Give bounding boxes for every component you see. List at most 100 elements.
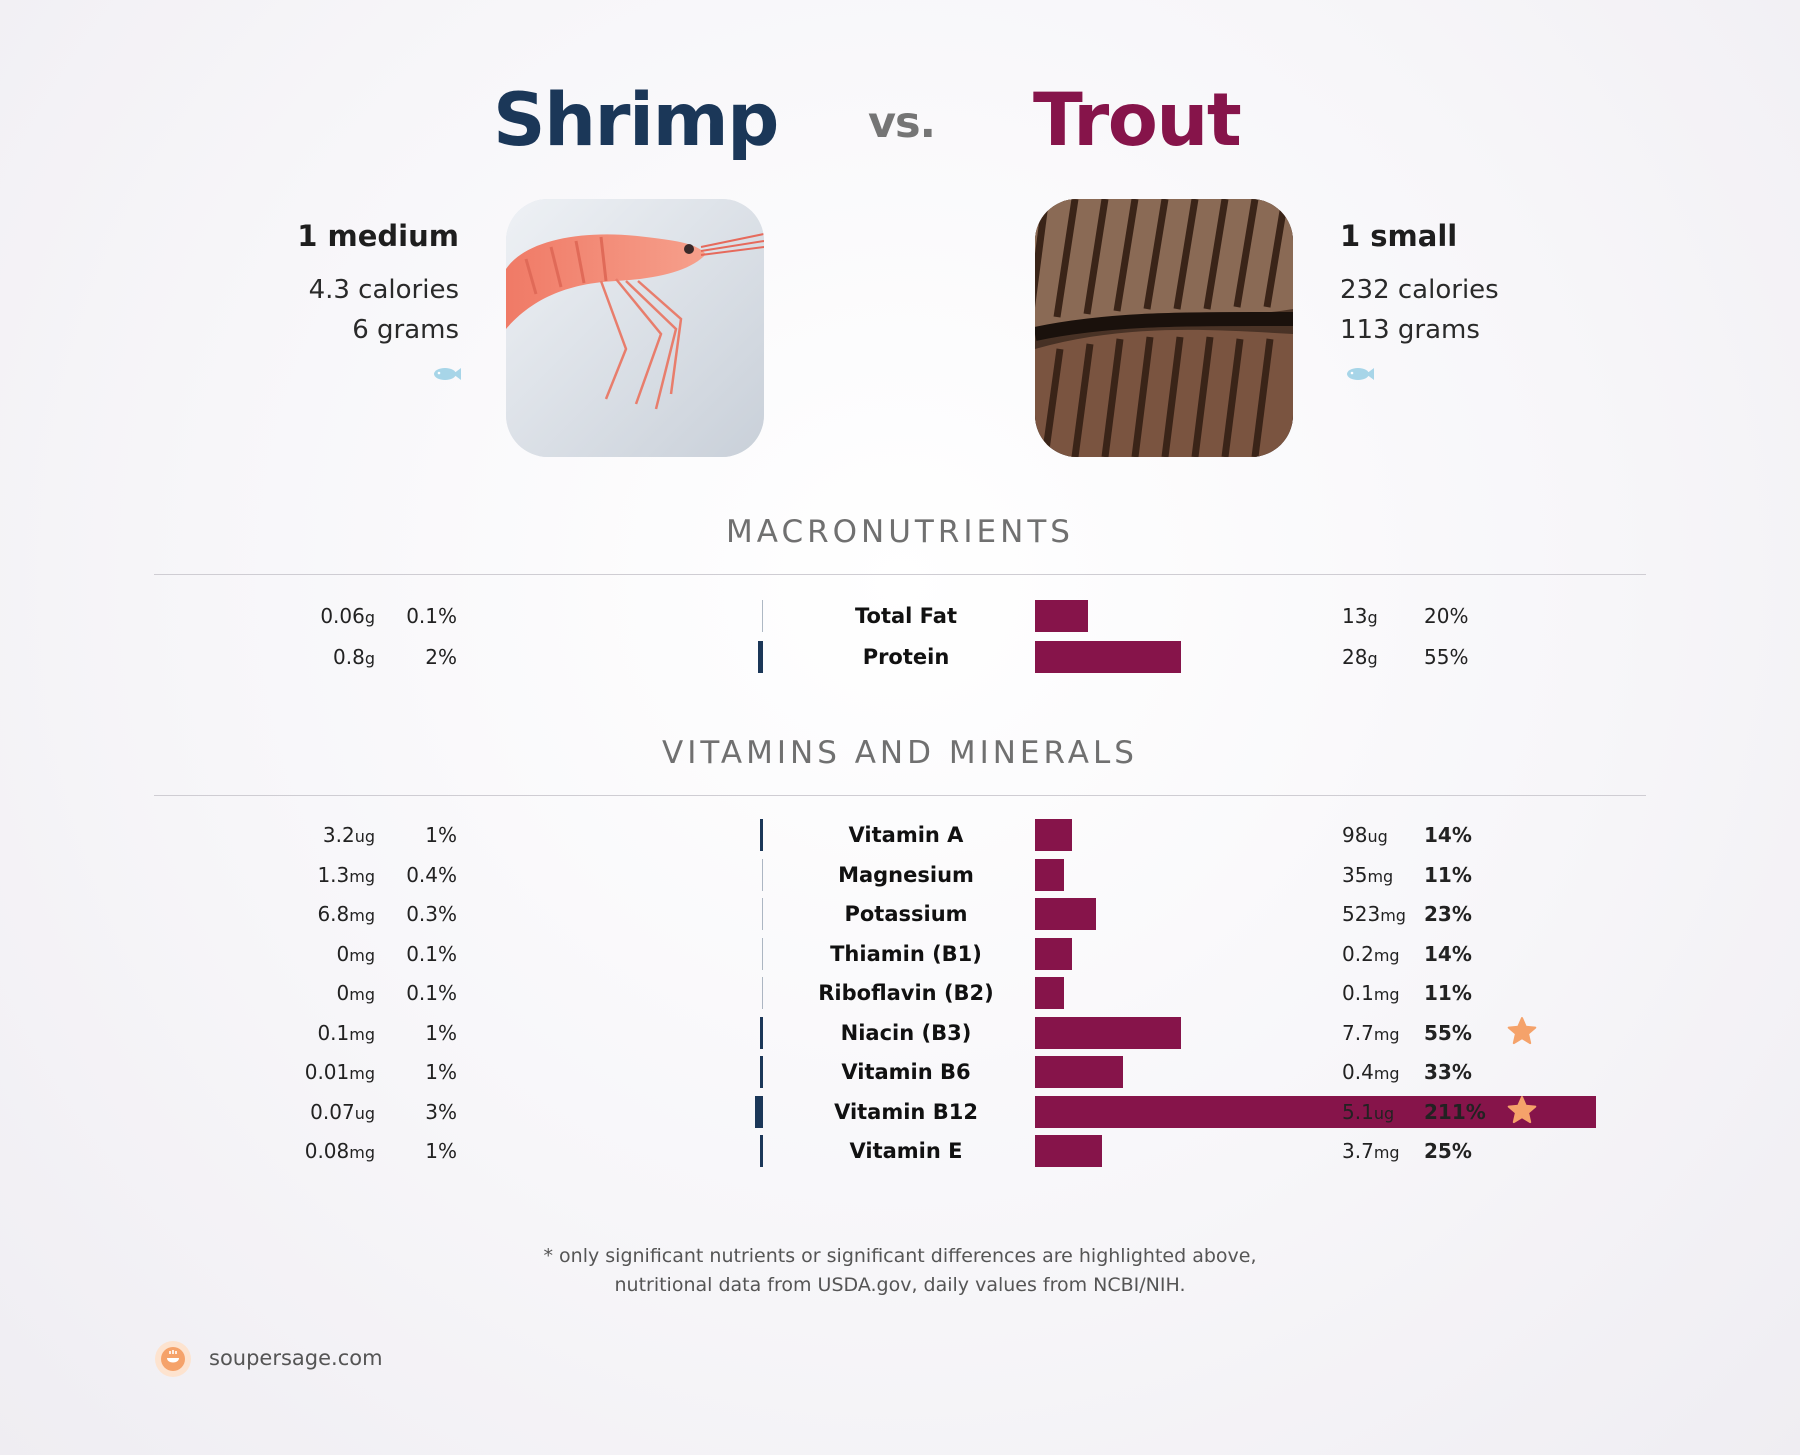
section-vitamins-minerals: VITAMINS AND MINERALS <box>662 735 1138 771</box>
left-bar <box>757 641 763 673</box>
amount-value: 5.1 <box>1342 1099 1374 1124</box>
nutrient-label: Vitamin E <box>849 1139 963 1163</box>
divider <box>154 795 1646 796</box>
right-amount: 523mg <box>1342 899 1406 931</box>
right-bar <box>1035 977 1065 1009</box>
left-amount: 0.06g <box>250 601 375 633</box>
amount-unit: mg <box>1373 1143 1400 1162</box>
amount-value: 0.06 <box>320 604 365 628</box>
amount-value: 0.2 <box>1342 941 1374 966</box>
amount-unit: mg <box>349 1064 375 1083</box>
left-bar <box>760 819 763 851</box>
right-calories: 232 calories <box>1340 275 1499 305</box>
nutrient-label: Vitamin B6 <box>841 1060 971 1084</box>
fish-icon <box>1347 368 1374 380</box>
amount-unit: mg <box>349 1024 375 1044</box>
right-amount: 35mg <box>1342 860 1393 892</box>
nutrient-label: Thiamin (B1) <box>830 941 982 966</box>
amount-value: 0.01 <box>304 1060 350 1084</box>
amount-value: 523 <box>1342 902 1381 926</box>
right-serving: 1 small <box>1340 219 1458 253</box>
divider <box>154 574 1646 575</box>
amount-value: 0.07 <box>310 1099 355 1124</box>
vs-label: vs. <box>868 98 936 148</box>
amount-value: 0 <box>336 981 350 1005</box>
nutrient-label: Magnesium <box>838 862 974 887</box>
right-amount: 98ug <box>1342 820 1388 852</box>
nutrient-label: Vitamin A <box>848 823 964 847</box>
left-percent: 3% <box>425 1099 457 1124</box>
left-calories: 4.3 calories <box>308 275 459 305</box>
right-bar <box>1035 819 1073 851</box>
left-percent: 0.1% <box>406 604 457 628</box>
left-percent: 0.4% <box>406 862 457 887</box>
left-percent: 0.1% <box>406 981 457 1005</box>
amount-value: 28 <box>1342 645 1368 669</box>
food-left-title: Shrimp <box>493 78 779 163</box>
left-amount: 1.3mg <box>250 860 375 892</box>
right-amount: 0.1mg <box>1342 978 1400 1010</box>
left-amount: 0mg <box>250 978 375 1010</box>
left-bar <box>760 1056 763 1088</box>
soupersage-logo-icon <box>155 1341 191 1377</box>
right-percent: 11% <box>1424 862 1472 887</box>
amount-unit: g <box>1367 608 1378 627</box>
left-serving: 1 medium <box>297 219 459 253</box>
amount-value: 0.08 <box>304 1139 350 1163</box>
right-bar <box>1035 641 1182 673</box>
amount-unit: mg <box>349 866 375 886</box>
amount-value: 3.2 <box>322 823 355 847</box>
right-percent: 14% <box>1424 941 1472 966</box>
right-percent: 14% <box>1424 823 1472 847</box>
right-amount: 28g <box>1342 642 1378 674</box>
amount-value: 7.7 <box>1342 1020 1374 1045</box>
amount-value: 98 <box>1342 823 1368 847</box>
right-percent: 33% <box>1424 1060 1472 1084</box>
left-bar <box>761 600 763 632</box>
left-percent: 0.3% <box>406 902 457 926</box>
right-percent: 55% <box>1424 645 1469 669</box>
amount-unit: mg <box>1380 906 1406 925</box>
trout-photo <box>1035 199 1293 457</box>
section-macronutrients: MACRONUTRIENTS <box>726 514 1074 550</box>
left-bar <box>761 898 763 930</box>
left-amount: 0.01mg <box>250 1057 375 1089</box>
left-percent: 0.1% <box>406 941 457 966</box>
amount-value: 0.1 <box>1342 981 1374 1005</box>
amount-value: 0.8 <box>333 645 365 669</box>
nutrient-label: Vitamin B12 <box>834 1099 978 1124</box>
left-bar <box>761 977 763 1009</box>
right-percent: 25% <box>1424 1139 1472 1163</box>
amount-value: 3.7 <box>1342 1139 1374 1163</box>
right-amount: 3.7mg <box>1342 1136 1400 1168</box>
left-amount: 0.08mg <box>250 1136 375 1168</box>
right-bar <box>1035 898 1097 930</box>
fish-icon <box>434 368 461 380</box>
right-percent: 11% <box>1424 981 1472 1005</box>
right-percent: 211% <box>1424 1099 1486 1124</box>
left-bar <box>760 1016 763 1049</box>
amount-unit: ug <box>1373 1103 1395 1123</box>
amount-value: 35 <box>1342 862 1368 887</box>
nutrient-label: Protein <box>862 645 950 669</box>
amount-unit: g <box>364 649 375 668</box>
amount-unit: g <box>364 608 375 627</box>
brand-link[interactable]: soupersage.com <box>209 1346 383 1370</box>
amount-unit: mg <box>1373 945 1400 965</box>
left-bar <box>761 858 763 891</box>
amount-value: 0.4 <box>1342 1060 1374 1084</box>
amount-unit: mg <box>349 1143 375 1162</box>
left-percent: 2% <box>425 645 457 669</box>
left-amount: 0mg <box>250 939 375 971</box>
left-amount: 0.07ug <box>250 1097 375 1129</box>
left-percent: 1% <box>425 1020 457 1045</box>
amount-unit: ug <box>1367 827 1388 846</box>
nutrient-label: Riboflavin (B2) <box>818 981 994 1005</box>
left-bar <box>761 937 763 970</box>
star-icon <box>1507 1095 1537 1123</box>
amount-value: 6.8 <box>317 902 350 926</box>
amount-unit: mg <box>349 945 375 965</box>
left-amount: 0.1mg <box>250 1018 375 1050</box>
shrimp-photo <box>506 199 764 457</box>
right-amount: 13g <box>1342 601 1378 633</box>
